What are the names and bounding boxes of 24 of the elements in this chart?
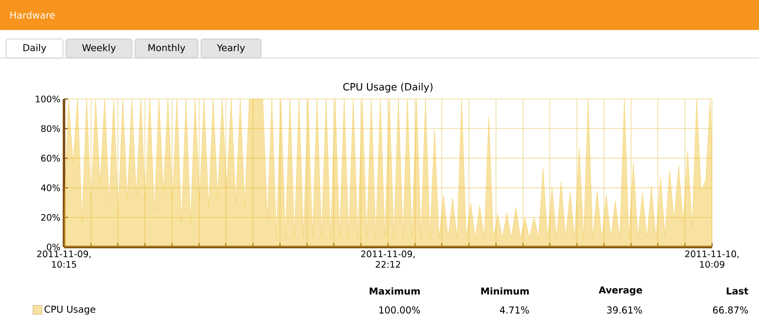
text: Weekly [82,44,116,54]
legend-label: CPU Usage [44,306,96,315]
text: 39.61% [607,306,642,314]
x-tick-label: 2011-11-10, 10:09 [685,250,739,268]
y-tick-label: 60% [41,154,60,162]
text: Average [598,286,642,296]
text: Daily [23,44,46,54]
text: 100.00% [379,306,420,314]
chart-title: CPU Usage (Daily) [343,82,432,93]
text: 66.87% [713,306,748,314]
text: Last [726,287,748,295]
text: Hardware [10,11,55,19]
y-tick-label: 20% [41,214,60,221]
text: Monthly [148,44,186,54]
text: Minimum [481,287,529,295]
x-tick-label: 2011-11-09, 10:15 [37,250,91,268]
x-tick-label: 2011-11-09, 22:12 [361,250,415,268]
y-tick-label: 100% [36,96,60,102]
text: 4.71% [500,306,529,314]
y-tick-label: 40% [40,184,60,192]
y-tick-label: 0% [46,244,60,250]
text: Maximum [370,287,420,295]
text: Yearly [216,44,245,54]
y-tick-label: 80% [41,125,60,132]
